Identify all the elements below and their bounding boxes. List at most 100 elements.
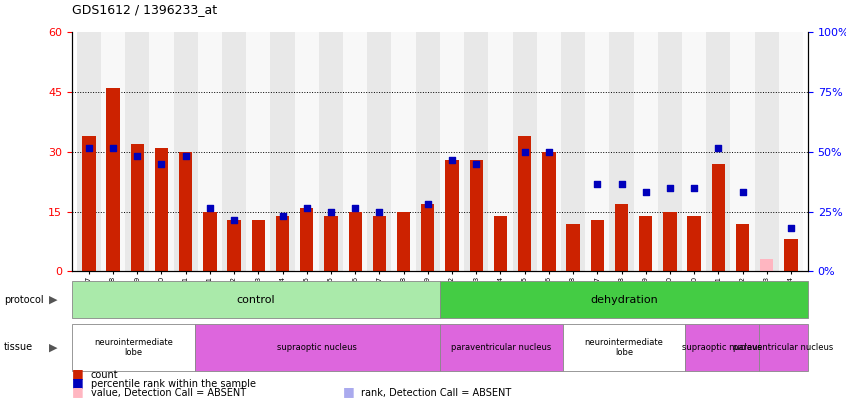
Bar bbox=[759, 324, 808, 371]
Point bbox=[687, 185, 700, 191]
Point bbox=[324, 208, 338, 215]
Point bbox=[203, 205, 217, 211]
Bar bbox=[615, 204, 629, 271]
Text: paraventricular nucleus: paraventricular nucleus bbox=[451, 343, 552, 352]
Point bbox=[615, 181, 629, 187]
Text: ■: ■ bbox=[72, 376, 84, 389]
Point bbox=[445, 157, 459, 163]
Bar bbox=[760, 260, 773, 271]
Point bbox=[130, 153, 144, 159]
Point bbox=[736, 188, 750, 195]
Point bbox=[518, 149, 531, 155]
Text: protocol: protocol bbox=[4, 295, 44, 305]
Bar bbox=[349, 211, 362, 271]
Bar bbox=[246, 32, 271, 271]
Bar bbox=[711, 164, 725, 271]
Text: count: count bbox=[91, 370, 118, 380]
Bar bbox=[150, 32, 173, 271]
Bar bbox=[415, 32, 440, 271]
Bar bbox=[440, 281, 808, 318]
Bar bbox=[585, 32, 609, 271]
Bar bbox=[130, 144, 144, 271]
Point bbox=[179, 153, 193, 159]
Bar bbox=[276, 215, 289, 271]
Bar bbox=[488, 32, 513, 271]
Point bbox=[639, 188, 652, 195]
Text: control: control bbox=[237, 295, 275, 305]
Bar bbox=[663, 211, 677, 271]
Point bbox=[107, 145, 120, 151]
Bar bbox=[440, 324, 563, 371]
Bar bbox=[784, 239, 798, 271]
Bar bbox=[125, 32, 150, 271]
Point bbox=[711, 145, 725, 151]
Text: rank, Detection Call = ABSENT: rank, Detection Call = ABSENT bbox=[361, 388, 512, 398]
Bar bbox=[513, 32, 536, 271]
Bar bbox=[222, 32, 246, 271]
Bar bbox=[470, 160, 483, 271]
Text: dehydration: dehydration bbox=[590, 295, 658, 305]
Bar bbox=[173, 32, 198, 271]
Text: ▶: ▶ bbox=[49, 342, 58, 352]
Point bbox=[591, 181, 604, 187]
Bar bbox=[634, 32, 658, 271]
Bar bbox=[440, 32, 464, 271]
Bar bbox=[563, 324, 685, 371]
Point bbox=[300, 205, 314, 211]
Point bbox=[470, 160, 483, 167]
Text: ■: ■ bbox=[343, 385, 354, 398]
Bar bbox=[779, 32, 803, 271]
Text: neurointermediate
lobe: neurointermediate lobe bbox=[585, 338, 663, 357]
Bar bbox=[294, 32, 319, 271]
Bar bbox=[343, 32, 367, 271]
Bar bbox=[300, 208, 313, 271]
Bar bbox=[464, 32, 488, 271]
Point bbox=[372, 208, 386, 215]
Text: ▶: ▶ bbox=[49, 295, 58, 305]
Bar bbox=[107, 88, 120, 271]
Bar bbox=[319, 32, 343, 271]
Bar bbox=[518, 136, 531, 271]
Bar bbox=[367, 32, 392, 271]
Bar bbox=[72, 324, 195, 371]
Bar bbox=[392, 32, 415, 271]
Text: percentile rank within the sample: percentile rank within the sample bbox=[91, 379, 255, 389]
Bar bbox=[658, 32, 682, 271]
Bar bbox=[179, 152, 192, 271]
Bar bbox=[609, 32, 634, 271]
Bar bbox=[421, 204, 435, 271]
Bar bbox=[639, 215, 652, 271]
Bar bbox=[324, 215, 338, 271]
Point bbox=[663, 185, 677, 191]
Bar bbox=[82, 136, 96, 271]
Bar bbox=[542, 152, 556, 271]
Text: ■: ■ bbox=[72, 367, 84, 380]
Bar bbox=[591, 220, 604, 271]
Point bbox=[228, 216, 241, 223]
Bar bbox=[755, 32, 779, 271]
Bar bbox=[688, 215, 700, 271]
Bar bbox=[397, 211, 410, 271]
Bar bbox=[567, 224, 580, 271]
Bar bbox=[494, 215, 507, 271]
Point bbox=[421, 200, 435, 207]
Bar bbox=[72, 281, 440, 318]
Text: neurointermediate
lobe: neurointermediate lobe bbox=[94, 338, 173, 357]
Text: paraventricular nucleus: paraventricular nucleus bbox=[733, 343, 833, 352]
Bar bbox=[561, 32, 585, 271]
Text: supraoptic nucleus: supraoptic nucleus bbox=[682, 343, 762, 352]
Text: value, Detection Call = ABSENT: value, Detection Call = ABSENT bbox=[91, 388, 245, 398]
Bar bbox=[445, 160, 459, 271]
Bar bbox=[736, 224, 750, 271]
Bar bbox=[536, 32, 561, 271]
Bar bbox=[271, 32, 294, 271]
Bar bbox=[195, 324, 440, 371]
Bar bbox=[155, 148, 168, 271]
Point bbox=[82, 145, 96, 151]
Bar bbox=[77, 32, 101, 271]
Bar bbox=[228, 220, 241, 271]
Point bbox=[542, 149, 556, 155]
Bar bbox=[198, 32, 222, 271]
Bar bbox=[251, 220, 265, 271]
Text: tissue: tissue bbox=[4, 342, 33, 352]
